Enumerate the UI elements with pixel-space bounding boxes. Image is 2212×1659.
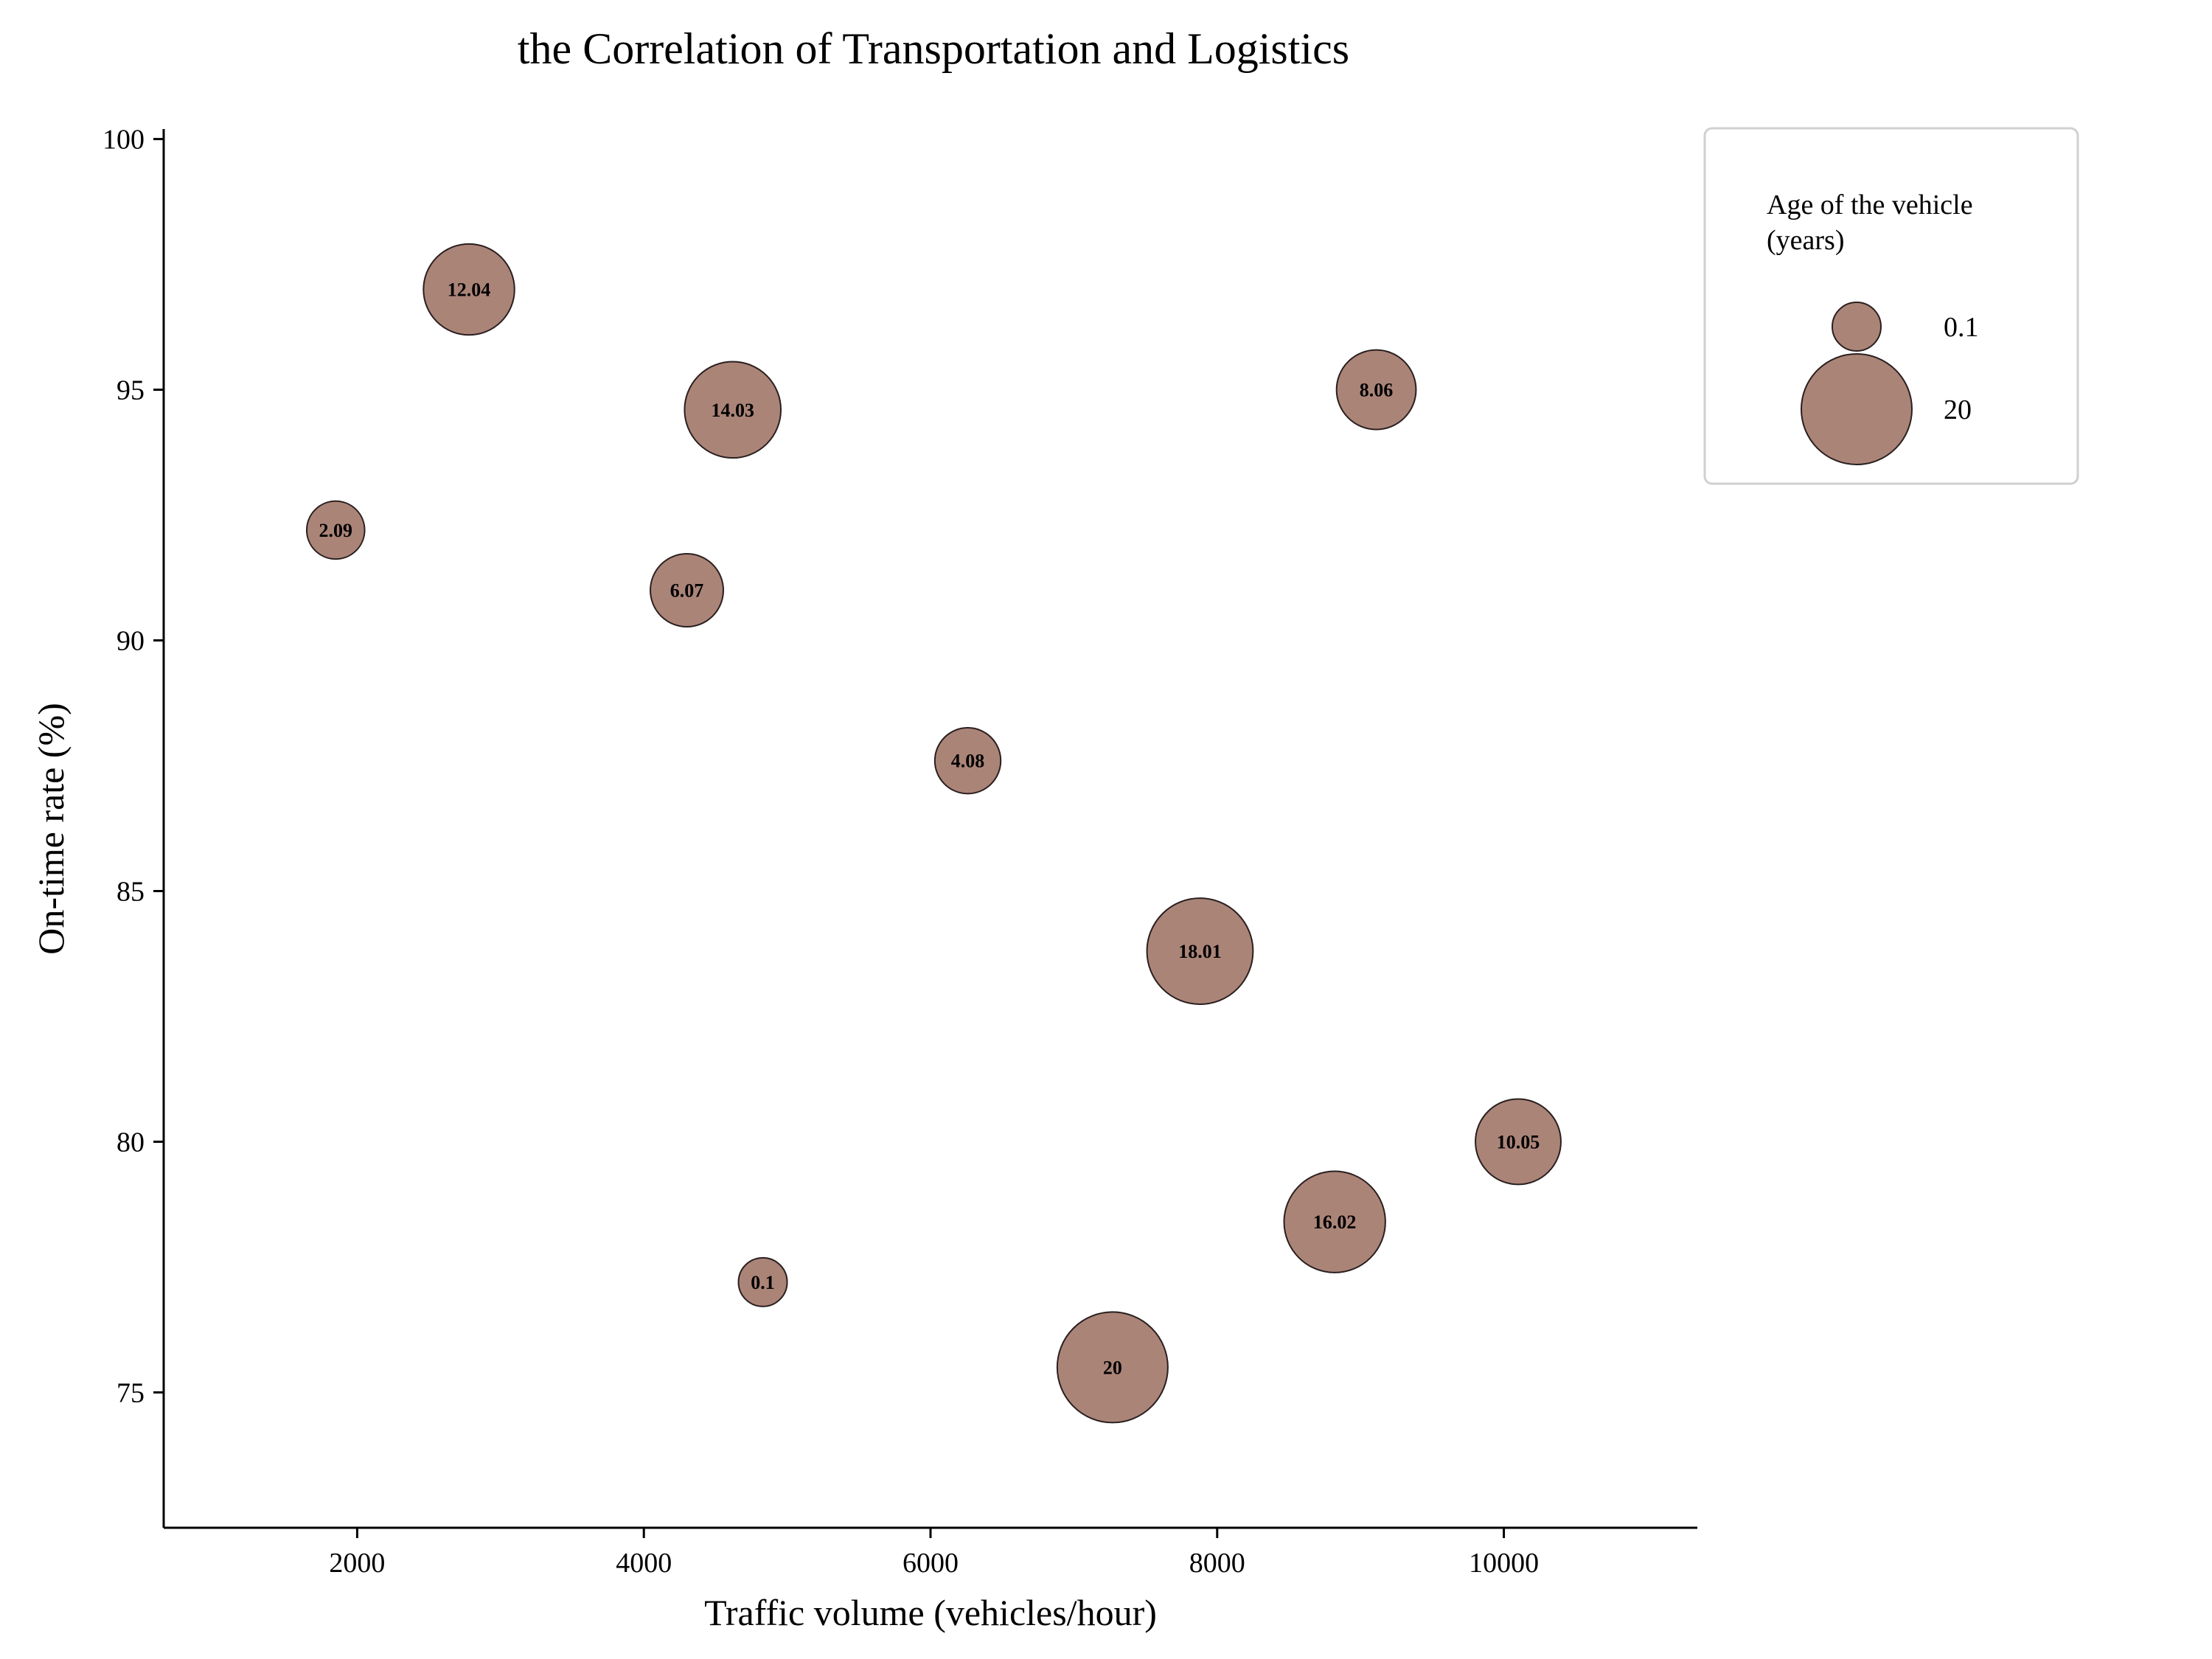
bubble-point (684, 361, 782, 459)
legend-entry-label: 20 (1944, 394, 1972, 425)
legend-title-line-1: Age of the vehicle (1767, 189, 1973, 220)
bubble-data-label: 20 (1103, 1357, 1122, 1378)
axes (162, 129, 1697, 1529)
bubble-point (1475, 1098, 1562, 1186)
x-tick-label: 4000 (616, 1548, 672, 1579)
x-axis-label: Traffic volume (vehicles/hour) (704, 1592, 1157, 1633)
bubble-data-label: 14.03 (711, 400, 754, 421)
chart-title: the Correlation of Transportation and Lo… (518, 24, 1349, 73)
bubble-point (933, 727, 1002, 795)
y-tick-label: 85 (116, 876, 145, 907)
bubble-data-label: 10.05 (1497, 1131, 1540, 1152)
bubble-point (422, 243, 515, 336)
x-tick-label: 10000 (1469, 1548, 1539, 1579)
bubble-point (650, 553, 725, 628)
bubble-point (737, 1256, 788, 1307)
x-ticks: 2000 4000 6000 8000 10000 (329, 1528, 1539, 1579)
size-legend: Age of the vehicle (years) 0.1 20 (1703, 127, 2079, 485)
legend-bubble (1832, 302, 1882, 352)
x-tick-label: 8000 (1189, 1548, 1245, 1579)
bubble-series: 2.09 12.04 6.07 14.03 0.1 4.08 20 18.01 16.02 8.0… (305, 243, 1562, 1424)
bubble-data-label: 0.1 (751, 1272, 775, 1293)
y-ticks: 75 80 85 90 95 100 (102, 125, 164, 1408)
y-tick-label: 90 (116, 626, 145, 657)
legend-box (1703, 127, 2079, 485)
bubble-data-label: 12.04 (448, 279, 491, 301)
bubble-point (1056, 1311, 1169, 1424)
y-tick-label: 80 (116, 1127, 145, 1158)
bubble-data-label: 8.06 (1360, 380, 1394, 401)
x-tick-label: 6000 (902, 1548, 959, 1579)
y-tick-label: 100 (102, 125, 145, 156)
bubble-data-label: 4.08 (951, 751, 985, 772)
bubble-point (305, 500, 366, 560)
bubble-data-label: 18.01 (1178, 941, 1222, 962)
y-tick-label: 75 (116, 1377, 145, 1408)
bubble-point (1146, 897, 1254, 1005)
bubble-data-label: 2.09 (319, 520, 353, 541)
y-axis-label: On-time rate (%) (30, 703, 72, 955)
legend-bubble (1801, 353, 1913, 465)
legend-title-line-2: (years) (1767, 225, 1844, 256)
bubble-data-label: 16.02 (1313, 1211, 1357, 1233)
x-tick-label: 2000 (329, 1548, 385, 1579)
y-tick-label: 95 (116, 375, 145, 406)
bubble-point (1335, 349, 1417, 431)
legend-entry-label: 0.1 (1944, 312, 1979, 343)
bubble-point (1283, 1170, 1386, 1273)
legend-entries: 0.1 20 (1801, 302, 1979, 465)
bubble-data-label: 6.07 (670, 580, 704, 602)
